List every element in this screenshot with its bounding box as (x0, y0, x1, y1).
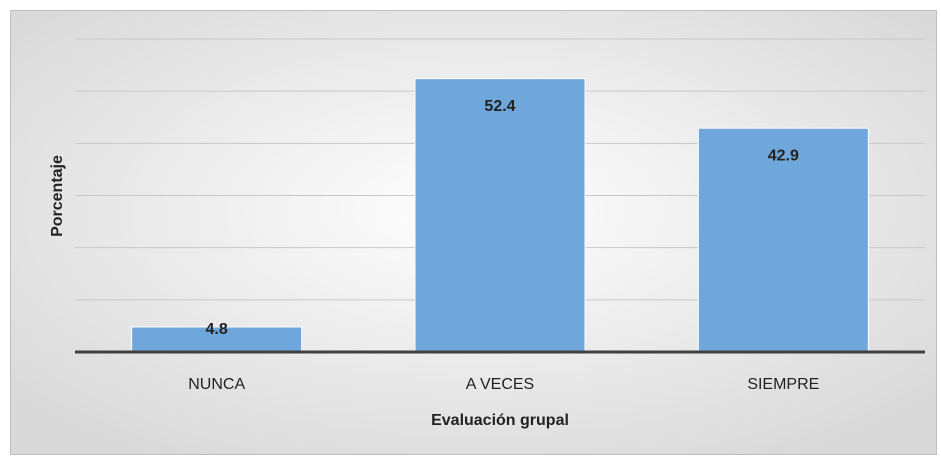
x-tick-label: NUNCA (188, 376, 245, 393)
bar (697, 127, 869, 353)
bar (131, 326, 303, 353)
value-label: 52.4 (484, 98, 515, 115)
y-axis-title: Porcentaje (49, 155, 66, 237)
x-axis-title: Evaluación grupal (431, 412, 569, 429)
value-label: 4.8 (206, 321, 228, 338)
value-label: 42.9 (768, 147, 799, 164)
x-tick-label: SIEMPRE (747, 376, 819, 393)
bar (414, 78, 586, 353)
x-tick-label: A VECES (466, 376, 534, 393)
